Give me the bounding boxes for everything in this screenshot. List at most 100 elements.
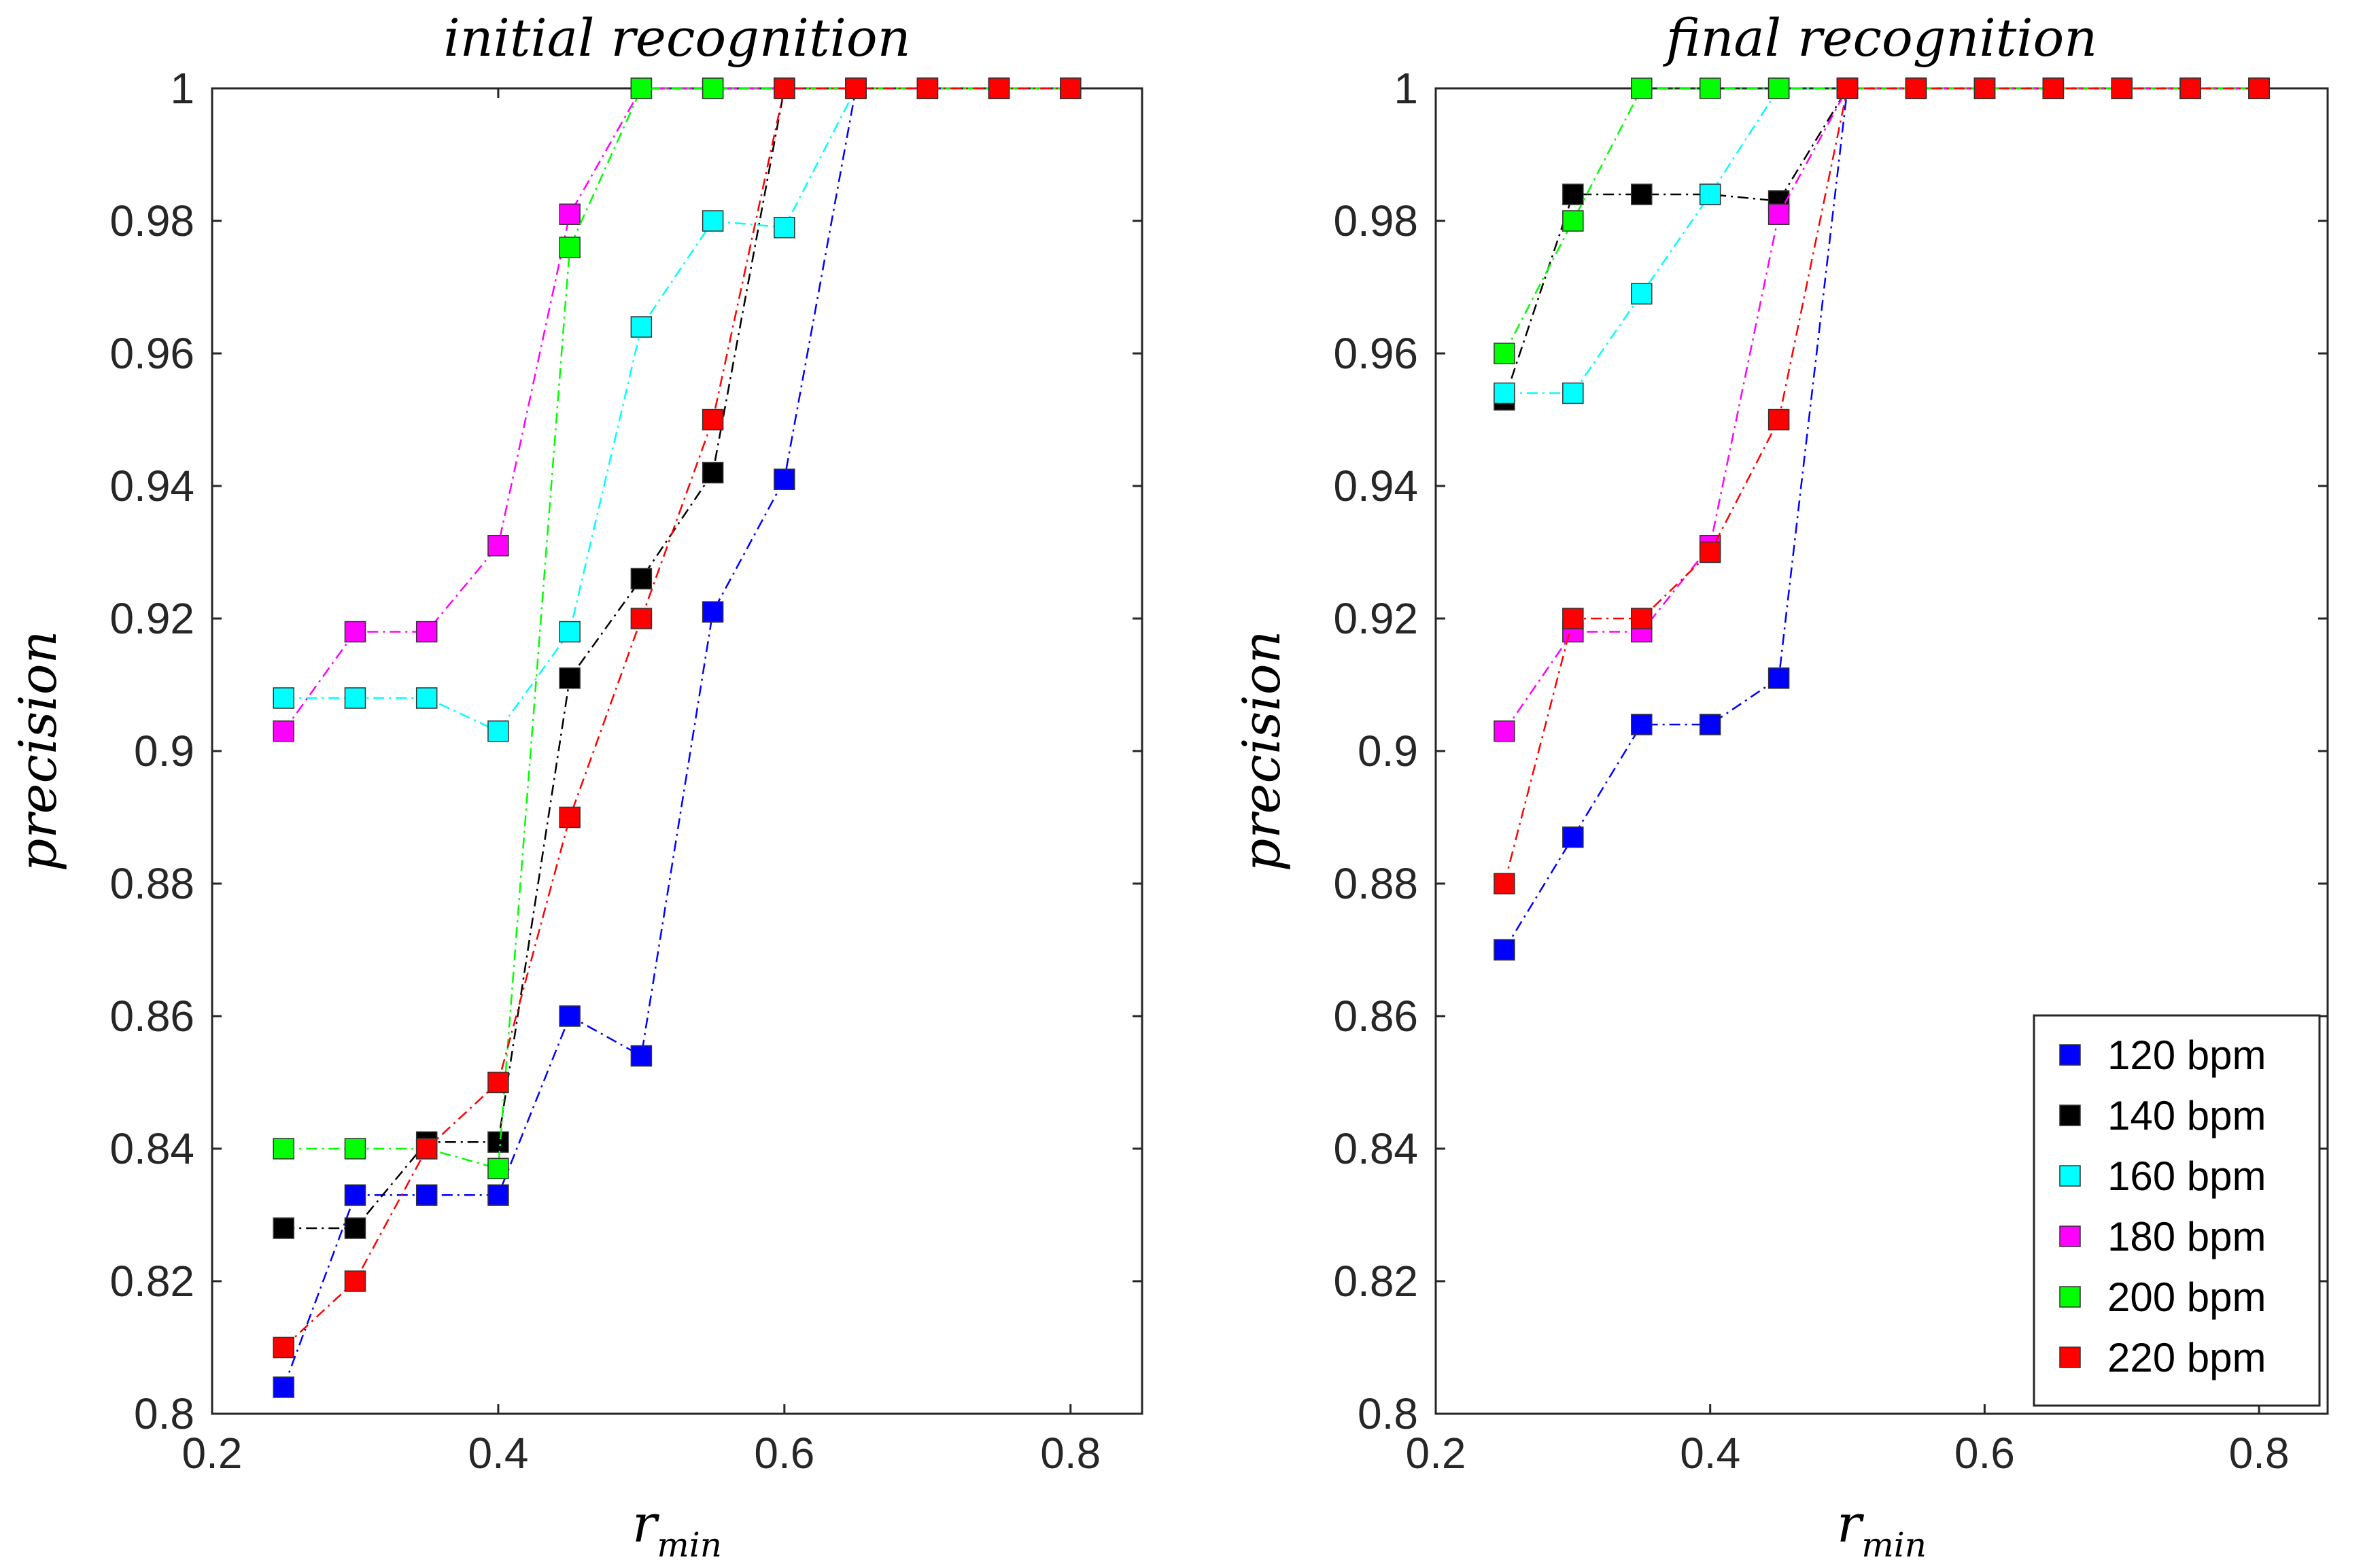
data-point [273, 1336, 294, 1359]
data-point [1494, 939, 1515, 961]
series-line [1503, 87, 2260, 951]
series-180-bpm [1494, 77, 2270, 742]
y-tick-label: 0.84 [1333, 1124, 1418, 1173]
series-120-bpm [1494, 77, 2270, 961]
panel-initial-recognition: 0.8 0.82 0.84 0.86 0.88 0.9 0.92 0.94 0.96 0.98 1 0… [7, 7, 1143, 1565]
series-200-bpm [273, 77, 1082, 1179]
data-point [1494, 720, 1515, 742]
y-tick-label: 0.8 [134, 1389, 194, 1438]
axes-box [211, 87, 1143, 1415]
data-point [1494, 873, 1515, 894]
data-point [1905, 77, 1927, 99]
series-line [283, 87, 1071, 1170]
legend-swatch [2059, 1286, 2081, 1308]
x-tick-label: 0.2 [1406, 1429, 1466, 1478]
y-tick-label: 0.88 [109, 859, 194, 908]
data-point [1973, 77, 1996, 99]
series-line [1503, 87, 2260, 354]
data-point [1562, 382, 1584, 404]
data-point [1494, 382, 1515, 404]
y-tick-label: 0.98 [109, 196, 194, 245]
data-point [559, 1005, 581, 1027]
data-point [344, 687, 366, 709]
legend-swatch [2059, 1165, 2081, 1187]
series-line [1503, 87, 2260, 884]
data-point [1767, 77, 1790, 99]
series-160-bpm [273, 77, 1082, 742]
data-point [487, 1158, 509, 1179]
data-point [487, 1184, 509, 1206]
data-point [774, 217, 795, 239]
x-axis-label-sub: min [1861, 1525, 1927, 1565]
data-point [702, 210, 724, 232]
y-tick-label: 0.96 [1333, 329, 1418, 378]
data-point [1699, 714, 1721, 735]
data-point [487, 1131, 509, 1153]
y-tick-label: 0.86 [1333, 992, 1418, 1041]
y-tick-label: 0.88 [1333, 859, 1418, 908]
data-point [630, 77, 653, 99]
data-point [1060, 77, 1082, 99]
data-point [487, 1071, 509, 1094]
series-line [283, 87, 1071, 733]
x-tick-label: 0.6 [754, 1429, 814, 1478]
y-tick-label: 0.92 [1333, 594, 1418, 643]
x-axis-label: rmin [632, 1493, 722, 1565]
series-line [283, 87, 1071, 1348]
data-point [2042, 77, 2065, 99]
series-220-bpm [273, 77, 1082, 1359]
legend-swatch [2059, 1346, 2081, 1368]
chart-title: final recognition [1663, 7, 2098, 68]
data-point [1767, 667, 1790, 689]
data-point [702, 408, 724, 431]
y-tick-label: 0.9 [134, 727, 194, 776]
y-tick-label: 1 [170, 64, 194, 113]
y-tick-label: 0.84 [109, 1124, 194, 1173]
legend-label: 160 bpm [2107, 1153, 2266, 1199]
data-point [1699, 77, 1721, 99]
y-tick-label: 0.92 [109, 594, 194, 643]
data-point [1631, 184, 1653, 205]
y-tick-label: 0.82 [109, 1257, 194, 1306]
data-point [630, 1045, 653, 1067]
x-tick-label: 0.8 [2229, 1429, 2290, 1478]
y-tick-label: 0.8 [1358, 1389, 1418, 1438]
data-point [1562, 608, 1584, 629]
data-point [774, 77, 795, 99]
data-point [559, 203, 581, 225]
data-point [630, 568, 653, 590]
y-tick-label: 0.94 [109, 462, 194, 510]
x-tick-label: 0.4 [1680, 1429, 1740, 1478]
legend-box [2033, 1014, 2321, 1407]
data-point [344, 1138, 366, 1160]
series-line [283, 87, 1071, 1388]
data-point [1631, 77, 1653, 99]
data-point [1631, 283, 1653, 304]
y-tick-label: 0.82 [1333, 1257, 1418, 1306]
y-tick-label: 0.94 [1333, 462, 1418, 510]
data-point [273, 1138, 294, 1160]
series-line [1503, 87, 2260, 732]
data-point [1494, 343, 1515, 364]
x-axis-label-main: r [632, 1493, 660, 1554]
data-point [2248, 77, 2270, 99]
legend-swatch [2059, 1104, 2081, 1126]
data-point [1631, 714, 1653, 735]
data-point [415, 621, 438, 643]
data-point [273, 1217, 294, 1239]
legend-label: 200 bpm [2107, 1274, 2266, 1320]
legend-label: 140 bpm [2107, 1093, 2266, 1138]
data-point [559, 806, 581, 829]
series-140-bpm [273, 77, 1082, 1239]
series-120-bpm [273, 77, 1082, 1398]
y-tick-label: 0.96 [109, 329, 194, 378]
data-point [415, 1184, 438, 1206]
data-point [273, 687, 294, 709]
data-point [1631, 608, 1653, 629]
data-point [559, 667, 581, 689]
data-point [1562, 210, 1584, 232]
series-line [283, 87, 1071, 1230]
x-tick-label: 0.8 [1040, 1429, 1101, 1478]
data-point [344, 1270, 366, 1292]
data-point [1767, 408, 1790, 431]
